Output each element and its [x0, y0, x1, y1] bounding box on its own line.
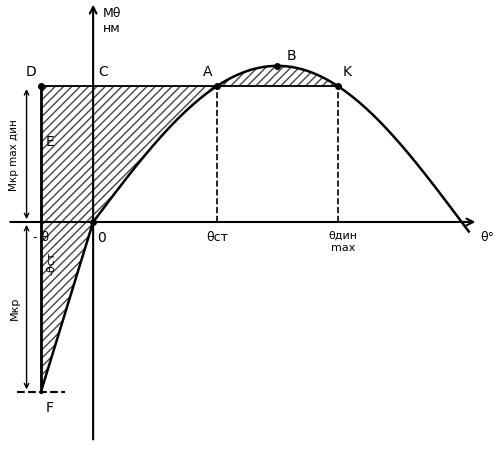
Text: - θ: - θ: [33, 231, 49, 243]
Text: K: K: [343, 65, 352, 79]
Text: D: D: [25, 65, 36, 79]
Text: θдин
max: θдин max: [329, 231, 357, 252]
Text: θст: θст: [206, 231, 228, 243]
Text: Мкр max дин: Мкр max дин: [9, 119, 19, 191]
Text: E: E: [46, 134, 54, 148]
Text: A: A: [202, 65, 212, 79]
Text: C: C: [98, 65, 108, 79]
Text: B: B: [287, 49, 296, 63]
Text: Mθ
нм: Mθ нм: [103, 7, 121, 35]
Text: Мкр: Мкр: [9, 296, 19, 319]
Text: 0: 0: [97, 231, 105, 244]
Text: θ°: θ°: [481, 231, 495, 243]
Text: F: F: [46, 400, 54, 414]
Text: -θст: -θст: [47, 251, 57, 274]
